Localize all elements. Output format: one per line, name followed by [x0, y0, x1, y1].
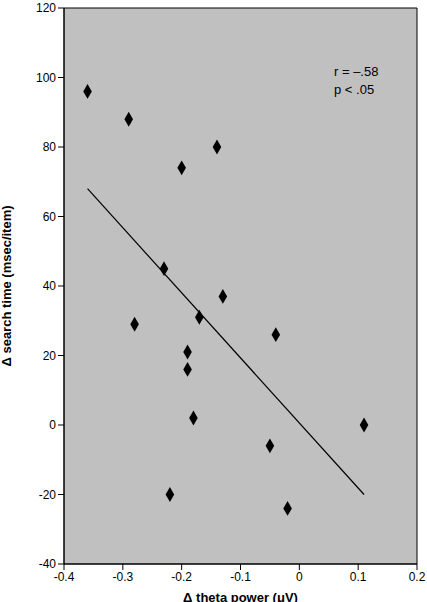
- html-text:p < .05: p < .05: [334, 82, 375, 97]
- svg-text:Δ search time (msec/item): Δ search time (msec/item): [8, 205, 14, 366]
- svg-text:100: 100: [36, 71, 56, 85]
- svg-text:0.2: 0.2: [409, 570, 419, 584]
- svg-text:0.1: 0.1: [350, 570, 367, 584]
- svg-text:-0.2: -0.2: [171, 570, 192, 584]
- svg-text:-20: -20: [39, 488, 57, 502]
- svg-text:Δ theta power (μV): Δ theta power (μV): [183, 590, 298, 602]
- svg-text:0: 0: [49, 418, 56, 432]
- svg-text:120: 120: [36, 1, 56, 15]
- svg-text:-0.1: -0.1: [230, 570, 251, 584]
- svg-text:-0.3: -0.3: [112, 570, 133, 584]
- svg-text:80: 80: [43, 140, 57, 154]
- svg-text:20: 20: [43, 349, 57, 363]
- svg-text:60: 60: [43, 210, 57, 224]
- svg-text:40: 40: [43, 279, 57, 293]
- svg-text:0: 0: [296, 570, 303, 584]
- svg-text:-0.4: -0.4: [54, 570, 75, 584]
- html-text:r = –.58: r = –.58: [334, 64, 379, 79]
- svg-text:-40: -40: [39, 557, 57, 571]
